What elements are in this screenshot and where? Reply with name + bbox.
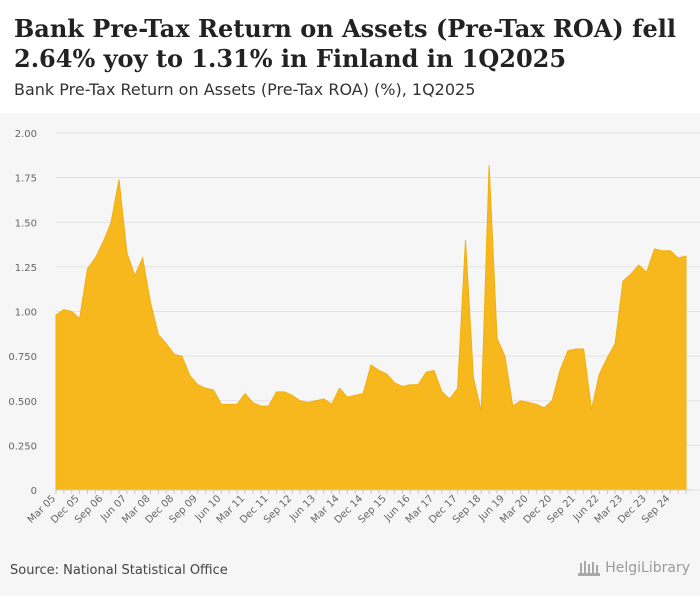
library-icon: [578, 561, 601, 576]
data-point: [259, 405, 262, 408]
data-point: [488, 164, 491, 167]
data-point: [165, 342, 168, 345]
data-point: [669, 249, 672, 252]
data-point: [535, 403, 538, 406]
data-point: [598, 372, 601, 375]
y-tick-label: 0: [31, 486, 37, 497]
y-tick-label: 1.75: [15, 174, 37, 185]
data-point: [283, 390, 286, 393]
data-point: [448, 397, 451, 400]
data-point: [464, 239, 467, 242]
helgilibrary-logo[interactable]: HelgiLibrary: [578, 560, 690, 576]
data-point: [220, 403, 223, 406]
data-point: [440, 390, 443, 393]
data-point: [637, 264, 640, 267]
data-point: [614, 342, 617, 345]
data-point: [417, 383, 420, 386]
data-point: [338, 387, 341, 390]
data-point: [78, 317, 81, 320]
y-tick-label: 1.00: [15, 308, 37, 319]
data-point: [314, 399, 317, 402]
data-point: [401, 385, 404, 388]
data-point: [409, 383, 412, 386]
y-tick-label: 1.50: [15, 218, 37, 229]
data-point: [196, 383, 199, 386]
data-point: [370, 364, 373, 367]
data-point: [236, 403, 239, 406]
data-point: [307, 401, 310, 404]
data-point: [251, 401, 254, 404]
data-point: [322, 397, 325, 400]
data-point: [204, 387, 207, 390]
data-point: [157, 333, 160, 336]
data-point: [267, 405, 270, 408]
data-point: [181, 355, 184, 358]
data-point: [291, 394, 294, 397]
data-point: [385, 372, 388, 375]
data-point: [362, 392, 365, 395]
data-point: [456, 387, 459, 390]
data-point: [645, 271, 648, 274]
data-point: [118, 178, 121, 181]
data-point: [480, 410, 483, 413]
y-tick-label: 0.750: [8, 352, 37, 363]
y-tick-label: 0.250: [8, 441, 37, 452]
data-point: [102, 240, 105, 243]
data-point: [551, 399, 554, 402]
data-point: [173, 353, 176, 356]
data-point: [622, 280, 625, 283]
data-point: [543, 406, 546, 409]
data-point: [228, 403, 231, 406]
data-point: [149, 301, 152, 304]
data-point: [110, 221, 113, 224]
data-point: [496, 337, 499, 340]
data-point: [685, 255, 688, 258]
data-point: [125, 251, 128, 254]
chart-subtitle: Bank Pre-Tax Return on Assets (Pre-Tax R…: [14, 80, 476, 99]
data-point: [559, 369, 562, 372]
source-note: Source: National Statistical Office: [10, 563, 228, 578]
data-point: [425, 371, 428, 374]
data-point: [590, 408, 593, 411]
data-point: [527, 401, 530, 404]
data-point: [566, 349, 569, 352]
data-point: [141, 256, 144, 259]
data-point: [433, 369, 436, 372]
data-point: [511, 405, 514, 408]
data-point: [354, 394, 357, 397]
data-point: [519, 399, 522, 402]
data-point: [70, 310, 73, 313]
data-point: [133, 274, 136, 277]
header: Bank Pre-Tax Return on Assets (Pre-Tax R…: [0, 0, 700, 113]
data-point: [472, 376, 475, 379]
data-point: [244, 392, 247, 395]
data-point: [574, 347, 577, 350]
data-point: [629, 273, 632, 276]
data-point: [677, 256, 680, 259]
y-tick-label: 0.500: [8, 397, 37, 408]
chart: 00.2500.5000.7501.001.251.501.752.00Mar …: [8, 129, 700, 526]
data-point: [299, 399, 302, 402]
data-point: [377, 369, 380, 372]
data-point: [86, 267, 89, 270]
data-point: [582, 347, 585, 350]
data-point: [503, 355, 506, 358]
data-point: [661, 249, 664, 252]
data-point: [606, 356, 609, 359]
data-point: [330, 403, 333, 406]
data-area: [55, 165, 687, 491]
data-point: [188, 374, 191, 377]
page-title: Bank Pre-Tax Return on Assets (Pre-Tax R…: [14, 14, 676, 73]
data-point: [55, 314, 58, 317]
data-point: [62, 308, 65, 311]
data-point: [346, 396, 349, 399]
y-tick-label: 1.25: [15, 263, 37, 274]
data-point: [393, 381, 396, 384]
y-tick-label: 2.00: [15, 129, 37, 140]
logo-text: HelgiLibrary: [605, 560, 690, 576]
data-point: [275, 390, 278, 393]
data-point: [94, 256, 97, 259]
data-point: [212, 389, 215, 392]
data-point: [653, 248, 656, 251]
